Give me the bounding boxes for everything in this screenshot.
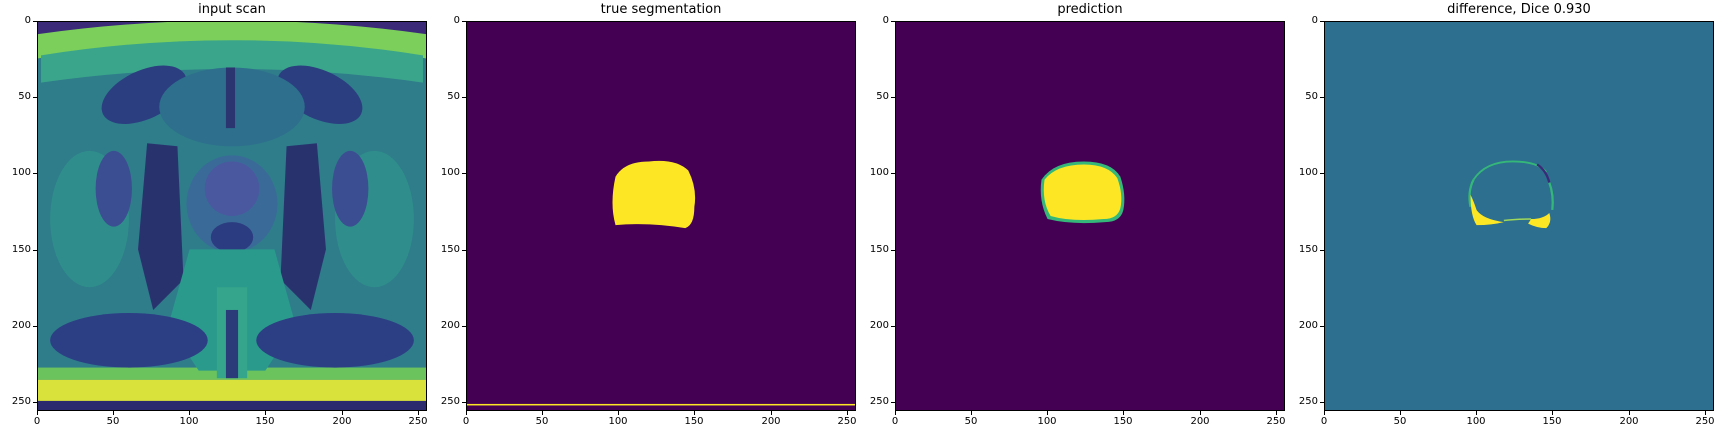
panel-difference: difference, Dice 0.930 0 50 100 150 200 … bbox=[1287, 0, 1719, 432]
y-tick-label: 100 bbox=[440, 167, 460, 178]
y-tick-label: 150 bbox=[869, 244, 889, 255]
y-tick-label: 100 bbox=[1298, 167, 1318, 178]
y-tick-label: 100 bbox=[11, 167, 31, 178]
y-tick-label: 200 bbox=[1298, 320, 1318, 331]
x-tick-label: 0 bbox=[1320, 416, 1328, 427]
segmentation-mask bbox=[467, 22, 855, 410]
x-tick-label: 200 bbox=[1190, 416, 1210, 427]
y-tick-label: 200 bbox=[869, 320, 889, 331]
y-tick-label: 200 bbox=[440, 320, 460, 331]
x-tick-label: 0 bbox=[891, 416, 899, 427]
y-tick-label: 50 bbox=[447, 91, 460, 102]
x-tick-label: 150 bbox=[255, 416, 275, 427]
x-tick-label: 0 bbox=[462, 416, 470, 427]
panel-input-scan: input scan bbox=[0, 0, 432, 432]
panel-prediction: prediction 0 50 100 150 200 250 0 50 100… bbox=[858, 0, 1290, 432]
prediction-mask bbox=[896, 22, 1284, 410]
y-tick-label: 150 bbox=[1298, 244, 1318, 255]
x-tick-label: 250 bbox=[408, 416, 428, 427]
image-true-segmentation bbox=[466, 21, 856, 411]
x-tick-label: 200 bbox=[1619, 416, 1639, 427]
x-tick-label: 100 bbox=[608, 416, 628, 427]
x-tick-label: 100 bbox=[179, 416, 199, 427]
x-tick-label: 100 bbox=[1037, 416, 1057, 427]
x-tick-label: 150 bbox=[1113, 416, 1133, 427]
y-tick-label: 0 bbox=[24, 15, 31, 26]
y-tick-label: 150 bbox=[440, 244, 460, 255]
x-tick-label: 0 bbox=[33, 416, 41, 427]
panel-true-segmentation: true segmentation 0 50 100 150 200 250 0… bbox=[429, 0, 861, 432]
x-tick-label: 50 bbox=[964, 416, 978, 427]
y-tick-label: 150 bbox=[11, 244, 31, 255]
mri-slice-image bbox=[38, 22, 426, 410]
x-tick-label: 50 bbox=[535, 416, 549, 427]
difference-map bbox=[1325, 22, 1713, 410]
y-tick-label: 0 bbox=[1311, 15, 1318, 26]
panel-title: difference, Dice 0.930 bbox=[1447, 2, 1591, 17]
y-tick-label: 50 bbox=[1305, 91, 1318, 102]
image-prediction bbox=[895, 21, 1285, 411]
x-tick-label: 250 bbox=[1266, 416, 1286, 427]
panel-title: prediction bbox=[1057, 2, 1123, 17]
y-tick-label: 100 bbox=[869, 167, 889, 178]
y-tick-label: 200 bbox=[11, 320, 31, 331]
x-tick-label: 150 bbox=[684, 416, 704, 427]
x-tick-label: 250 bbox=[1695, 416, 1715, 427]
x-tick-label: 200 bbox=[761, 416, 781, 427]
panel-title: true segmentation bbox=[600, 2, 722, 17]
y-tick-label: 0 bbox=[882, 15, 889, 26]
x-tick-label: 50 bbox=[1393, 416, 1407, 427]
x-tick-label: 200 bbox=[332, 416, 352, 427]
panel-title: input scan bbox=[198, 2, 266, 17]
y-tick-label: 250 bbox=[11, 396, 31, 407]
x-tick-label: 250 bbox=[837, 416, 857, 427]
y-tick-label: 250 bbox=[440, 396, 460, 407]
image-input-scan bbox=[37, 21, 427, 411]
y-tick-label: 0 bbox=[453, 15, 460, 26]
x-tick-label: 150 bbox=[1542, 416, 1562, 427]
y-tick-label: 50 bbox=[18, 91, 31, 102]
y-tick-label: 250 bbox=[869, 396, 889, 407]
image-difference bbox=[1324, 21, 1714, 411]
x-tick-label: 50 bbox=[106, 416, 120, 427]
y-tick-label: 50 bbox=[876, 91, 889, 102]
y-tick-label: 250 bbox=[1298, 396, 1318, 407]
x-tick-label: 100 bbox=[1466, 416, 1486, 427]
